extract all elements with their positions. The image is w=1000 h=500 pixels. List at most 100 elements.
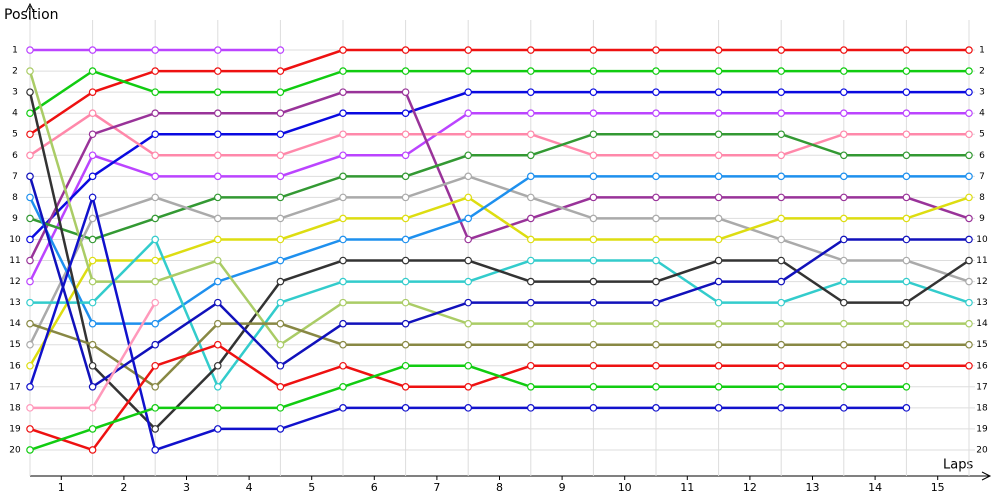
- series-point: [339, 151, 347, 160]
- series-point: [652, 88, 660, 96]
- series-point: [276, 319, 285, 328]
- y-axis-arrow: [25, 2, 35, 13]
- x-tick-label: 9: [559, 481, 566, 494]
- series-point: [777, 404, 786, 412]
- series-point: [464, 298, 473, 307]
- series-point: [464, 383, 473, 391]
- series-point: [526, 88, 535, 96]
- series-point: [464, 88, 473, 96]
- series-point: [777, 130, 786, 139]
- series-point: [902, 193, 911, 202]
- series-point: [965, 256, 973, 265]
- series-point: [401, 151, 410, 160]
- series-point: [464, 361, 473, 370]
- series-point: [339, 404, 347, 412]
- series-point: [839, 361, 848, 370]
- series-point: [777, 214, 786, 223]
- series-point: [401, 109, 410, 117]
- x-tick-label: 2: [120, 481, 127, 494]
- series-point: [526, 383, 535, 391]
- series-point: [464, 256, 473, 265]
- x-axis-arrow: [981, 471, 992, 481]
- series-point: [26, 446, 34, 454]
- y-tick-label: 17: [9, 382, 20, 392]
- series-line: [28, 91, 970, 431]
- series-point: [401, 214, 410, 223]
- series-point: [214, 298, 222, 307]
- series-point: [401, 193, 410, 202]
- series-point: [276, 88, 285, 96]
- series-point: [276, 67, 285, 75]
- series-point: [464, 404, 473, 412]
- series-point: [902, 172, 911, 181]
- series-point: [151, 256, 160, 265]
- series-point: [339, 214, 347, 223]
- series-point: [902, 298, 911, 307]
- y-tick-label-right: 13: [976, 298, 987, 308]
- series-point: [88, 277, 97, 286]
- series-point: [902, 256, 911, 265]
- series-point: [526, 109, 535, 117]
- series-point: [26, 340, 34, 349]
- series-point: [589, 46, 598, 54]
- series-point: [88, 88, 97, 96]
- series-point: [276, 298, 285, 307]
- series-point: [339, 383, 347, 391]
- series-point: [276, 256, 285, 265]
- series-point: [339, 172, 347, 181]
- series-point: [652, 151, 660, 160]
- y-tick-label-right: 10: [976, 235, 988, 245]
- series-point: [714, 256, 723, 265]
- series-point: [214, 109, 222, 117]
- series-point: [26, 235, 34, 244]
- series-point: [589, 277, 598, 286]
- series-point: [839, 383, 848, 391]
- series-point: [965, 214, 973, 223]
- x-tick-label: 14: [868, 481, 882, 494]
- series-point: [526, 277, 535, 286]
- y-tick-label-right: 1: [979, 46, 985, 56]
- series-point: [151, 235, 160, 244]
- series-point: [839, 340, 848, 349]
- series-point: [589, 88, 598, 96]
- y-tick-label-right: 9: [979, 214, 985, 224]
- series-point: [652, 277, 660, 286]
- x-tick-label: 10: [618, 481, 632, 494]
- series-point: [276, 361, 285, 370]
- series-point: [88, 151, 97, 160]
- series-point: [339, 109, 347, 117]
- series-point: [777, 319, 786, 328]
- series-point: [526, 130, 535, 139]
- series-point: [652, 319, 660, 328]
- series-point: [26, 46, 34, 54]
- y-tick-label-right: 6: [979, 151, 985, 161]
- series-point: [214, 151, 222, 160]
- series-line: [28, 175, 970, 346]
- series-point: [401, 361, 410, 370]
- series-point: [526, 340, 535, 349]
- series-point: [88, 404, 97, 412]
- series-point: [714, 109, 723, 117]
- series-point: [777, 340, 786, 349]
- y-tick-label: 15: [9, 340, 20, 350]
- series-line: [28, 175, 969, 325]
- series-point: [88, 67, 97, 75]
- series-point: [401, 277, 410, 286]
- series-point: [151, 67, 160, 75]
- series-point: [151, 383, 160, 391]
- series-point: [965, 130, 973, 139]
- series-point: [589, 67, 598, 75]
- series-point: [339, 46, 347, 54]
- series-point: [526, 298, 535, 307]
- series-point: [902, 214, 911, 223]
- series-point: [714, 235, 723, 244]
- series-point: [214, 193, 222, 202]
- series-point: [88, 361, 97, 370]
- x-tick-label: 6: [371, 481, 378, 494]
- series-point: [214, 46, 222, 54]
- series-point: [839, 214, 848, 223]
- series-point: [839, 109, 848, 117]
- series-point: [839, 235, 848, 244]
- series-point: [589, 319, 598, 328]
